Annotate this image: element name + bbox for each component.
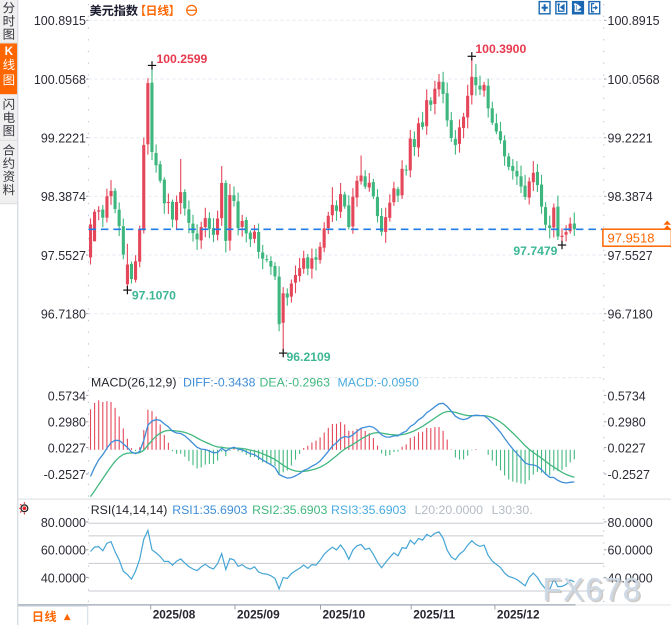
svg-text:0.5734: 0.5734 — [48, 389, 86, 403]
svg-text:DEA:-0.2963: DEA:-0.2963 — [260, 375, 331, 389]
svg-text:100.8915: 100.8915 — [34, 14, 86, 28]
svg-text:97.5527: 97.5527 — [608, 249, 653, 263]
svg-text:L20:20.0000: L20:20.0000 — [415, 503, 484, 517]
svg-text:100.2599: 100.2599 — [157, 52, 208, 66]
svg-text:-0.2527: -0.2527 — [44, 468, 86, 482]
svg-text:100.0568: 100.0568 — [608, 73, 660, 87]
svg-text:0.2980: 0.2980 — [608, 416, 646, 430]
svg-text:MACD(26,12,9): MACD(26,12,9) — [91, 375, 176, 389]
svg-text:60.0000: 60.0000 — [41, 544, 86, 558]
svg-text:98.3874: 98.3874 — [608, 190, 653, 204]
svg-text:96.7180: 96.7180 — [608, 308, 653, 322]
svg-text:97.5527: 97.5527 — [41, 249, 86, 263]
svg-text:80.0000: 80.0000 — [608, 516, 653, 530]
svg-text:97.7479: 97.7479 — [513, 244, 557, 258]
svg-text:DIFF:-0.3438: DIFF:-0.3438 — [183, 375, 256, 389]
svg-text:RSI2:35.6903: RSI2:35.6903 — [252, 503, 327, 517]
svg-text:80.0000: 80.0000 — [41, 516, 86, 530]
svg-text:L30:30.: L30:30. — [492, 503, 533, 517]
svg-text:100.8915: 100.8915 — [608, 14, 660, 28]
svg-text:40.0000: 40.0000 — [608, 571, 653, 585]
svg-text:0.5734: 0.5734 — [608, 389, 646, 403]
svg-text:-0.2527: -0.2527 — [608, 468, 650, 482]
svg-text:RSI1:35.6903: RSI1:35.6903 — [172, 503, 247, 517]
svg-text:0.0227: 0.0227 — [608, 442, 646, 456]
svg-text:FX678: FX678 — [544, 573, 643, 609]
svg-text:2025/08: 2025/08 — [153, 608, 196, 622]
svg-text:2025/10: 2025/10 — [323, 608, 366, 622]
svg-text:RSI(14,14,14): RSI(14,14,14) — [91, 503, 168, 517]
svg-text:0.0227: 0.0227 — [48, 442, 86, 456]
svg-text:98.3874: 98.3874 — [41, 190, 86, 204]
svg-text:MACD:-0.0950: MACD:-0.0950 — [338, 375, 419, 389]
svg-text:60.0000: 60.0000 — [608, 544, 653, 558]
svg-text:97.1070: 97.1070 — [132, 289, 176, 303]
svg-text:0.2980: 0.2980 — [48, 416, 86, 430]
svg-text:97.9518: 97.9518 — [608, 230, 655, 245]
svg-text:K: K — [5, 44, 14, 58]
svg-text:100.0568: 100.0568 — [34, 73, 86, 87]
svg-text:2025/12: 2025/12 — [497, 608, 540, 622]
svg-text:100.3900: 100.3900 — [475, 42, 526, 56]
svg-text:40.0000: 40.0000 — [41, 571, 86, 585]
svg-text:96.2109: 96.2109 — [287, 350, 331, 364]
svg-text:96.7180: 96.7180 — [41, 308, 86, 322]
svg-text:2025/09: 2025/09 — [237, 608, 280, 622]
svg-text:99.2221: 99.2221 — [608, 132, 653, 146]
svg-text:99.2221: 99.2221 — [41, 132, 86, 146]
svg-text:RSI3:35.6903: RSI3:35.6903 — [331, 503, 406, 517]
svg-text:FX678: FX678 — [542, 571, 641, 607]
svg-text:2025/11: 2025/11 — [413, 608, 455, 622]
